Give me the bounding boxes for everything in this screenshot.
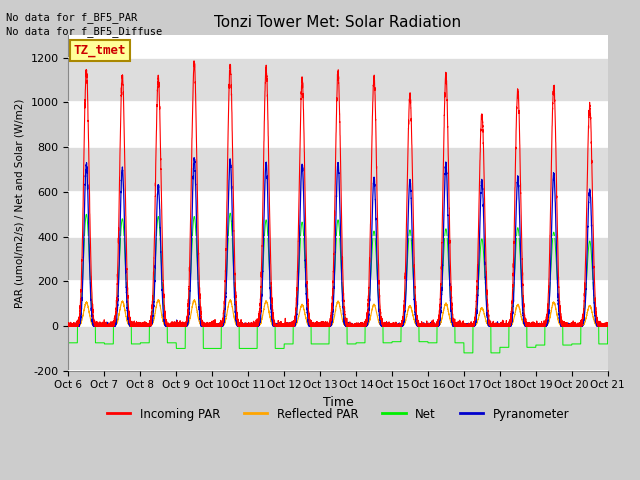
Bar (68, 58, 608, 102)
Text: TZ_tmet: TZ_tmet (74, 44, 126, 57)
X-axis label: Time: Time (323, 396, 353, 409)
Text: No data for f_BF5_Diffuse: No data for f_BF5_Diffuse (6, 26, 163, 37)
Bar (68, 147, 608, 192)
Y-axis label: PAR (umol/m2/s) / Net and Solar (W/m2): PAR (umol/m2/s) / Net and Solar (W/m2) (15, 98, 25, 308)
Title: Tonzi Tower Met: Solar Radiation: Tonzi Tower Met: Solar Radiation (214, 15, 461, 30)
Text: No data for f_BF5_PAR: No data for f_BF5_PAR (6, 12, 138, 23)
Bar (68, 237, 608, 281)
Bar (68, 326, 608, 371)
Legend: Incoming PAR, Reflected PAR, Net, Pyranometer: Incoming PAR, Reflected PAR, Net, Pyrano… (102, 403, 574, 425)
